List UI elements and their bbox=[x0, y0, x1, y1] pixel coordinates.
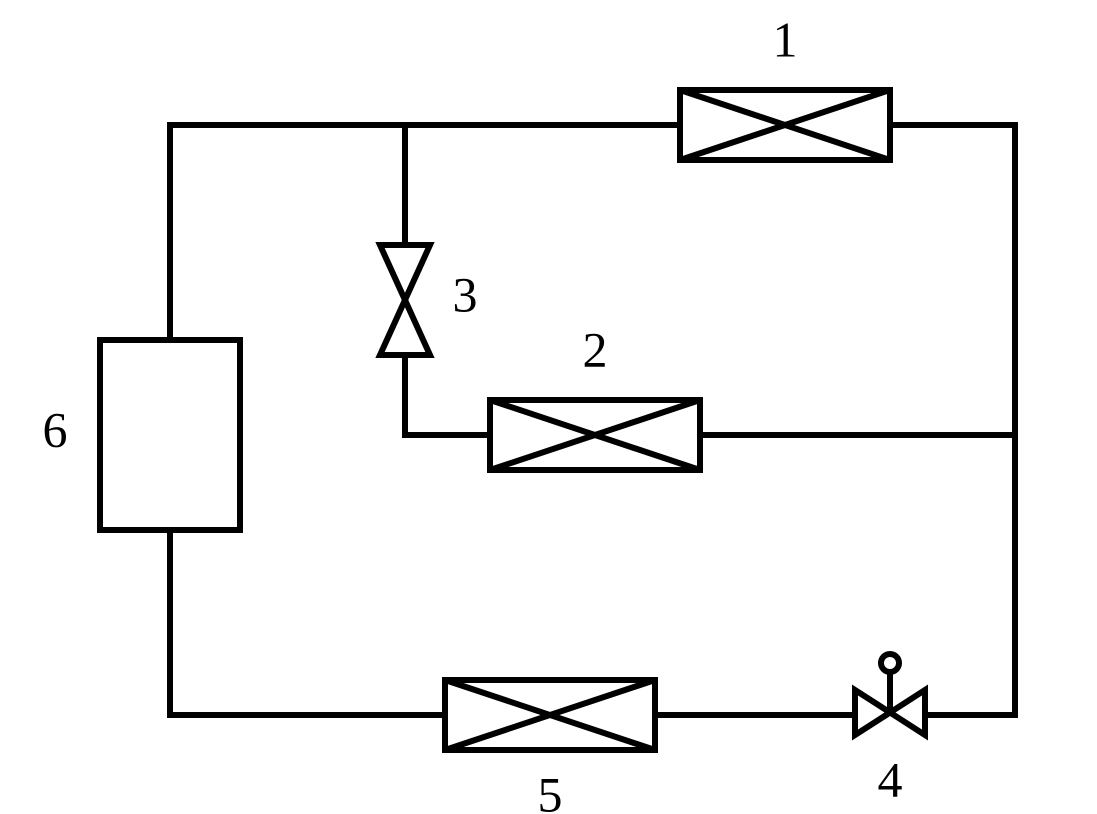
pipe bbox=[405, 355, 490, 435]
pipe bbox=[170, 530, 445, 715]
label-4: 4 bbox=[878, 751, 903, 807]
expansion-valve-V4 bbox=[855, 654, 925, 735]
label-2: 2 bbox=[583, 321, 608, 377]
label-3: 3 bbox=[453, 266, 478, 322]
block-COMP6 bbox=[100, 340, 240, 530]
heat-exchanger-HX2 bbox=[490, 400, 700, 470]
label-1: 1 bbox=[773, 11, 798, 67]
schematic-diagram: 6 1 2 5 3 4 bbox=[0, 0, 1097, 814]
label-6: 6 bbox=[43, 401, 68, 457]
label-5: 5 bbox=[538, 766, 563, 814]
valve-V3 bbox=[380, 245, 430, 355]
heat-exchanger-HX5 bbox=[445, 680, 655, 750]
pipe bbox=[170, 125, 680, 340]
pipe bbox=[890, 125, 1015, 715]
heat-exchanger-HX1 bbox=[680, 90, 890, 160]
